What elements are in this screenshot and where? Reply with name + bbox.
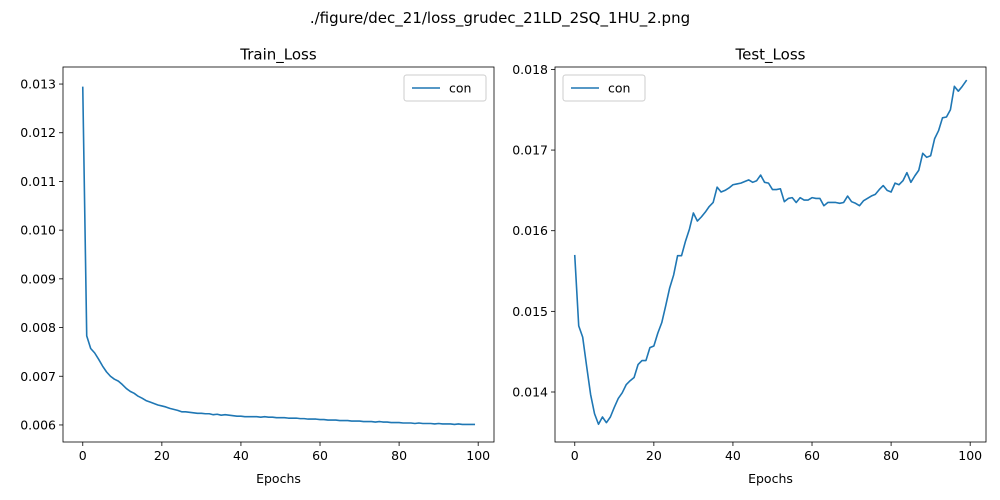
train-loss-ytick-label: 0.009 — [20, 271, 56, 286]
test-loss-title: Test_Loss — [735, 46, 806, 65]
test-loss-ytick-label: 0.014 — [512, 385, 548, 400]
train-loss-ytick-label: 0.013 — [20, 77, 56, 92]
test-loss-xlabel: Epochs — [748, 471, 793, 486]
train-loss-ticks: 0 20 40 60 80 100 0.006 0.007 0.008 0.009 0.010 0.0… — [20, 77, 490, 463]
figure-suptitle: ./figure/dec_21/loss_grudec_21LD_2SQ_1HU… — [310, 9, 690, 28]
train-loss-xtick-label: 100 — [466, 448, 490, 463]
test-loss-xtick-label: 60 — [804, 448, 820, 463]
train-loss-ytick-label: 0.007 — [20, 369, 56, 384]
test-loss-ytick-label: 0.016 — [512, 223, 548, 238]
train-loss-xtick-label: 80 — [391, 448, 407, 463]
train-loss-plot-area — [62, 66, 495, 443]
test-loss-xtick-label: 100 — [958, 448, 982, 463]
test-loss-ticks: 0 20 40 60 80 100 0.014 0.015 0.016 0.017 0.018 — [512, 62, 982, 463]
train-loss-ytick-label: 0.011 — [20, 174, 56, 189]
train-loss-ytick-label: 0.010 — [20, 223, 56, 238]
train-loss-xtick-label: 60 — [312, 448, 328, 463]
train-loss-series-con-line — [81, 86, 476, 426]
test-loss-legend[interactable]: con — [562, 74, 646, 102]
test-loss-xtick-label: 0 — [571, 448, 579, 463]
train-loss-ytick-label: 0.006 — [20, 417, 56, 432]
test-loss-xtick-label: 40 — [725, 448, 741, 463]
train-loss-legend[interactable]: con — [403, 74, 487, 102]
train-loss-panel: Train_Loss Epochs 0 20 40 60 80 100 0.006 0.007… — [20, 46, 495, 486]
test-loss-ytick-label: 0.018 — [512, 62, 548, 77]
train-loss-xtick-label: 40 — [233, 448, 249, 463]
test-loss-legend-label: con — [608, 81, 630, 96]
train-loss-legend-box — [403, 74, 487, 102]
train-loss-axes-frame — [62, 66, 495, 443]
train-loss-legend-label: con — [449, 81, 471, 96]
train-loss-xtick-label: 0 — [79, 448, 87, 463]
train-loss-ytick-label: 0.012 — [20, 125, 56, 140]
train-loss-ytick-label: 0.008 — [20, 320, 56, 335]
test-loss-plot-area — [554, 66, 987, 443]
test-loss-xtick-label: 80 — [883, 448, 899, 463]
test-loss-axes-frame — [554, 66, 987, 443]
train-loss-xlabel: Epochs — [256, 471, 301, 486]
test-loss-legend-box — [562, 74, 646, 102]
test-loss-series-con-line — [573, 79, 968, 426]
train-loss-title: Train_Loss — [239, 46, 317, 65]
test-loss-xtick-label: 20 — [646, 448, 662, 463]
test-loss-ytick-label: 0.015 — [512, 304, 548, 319]
train-loss-xtick-label: 20 — [154, 448, 170, 463]
test-loss-panel: Test_Loss Epochs 0 20 40 60 80 1000.0140.0150… — [512, 46, 987, 486]
test-loss-ytick-label: 0.017 — [512, 143, 548, 158]
